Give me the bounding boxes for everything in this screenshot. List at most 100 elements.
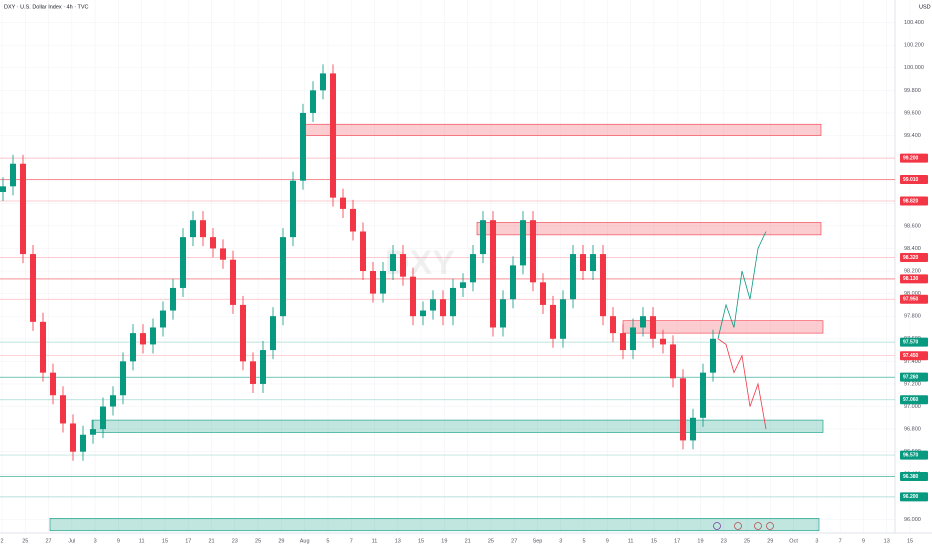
price-badge	[900, 175, 928, 185]
candle-body	[70, 423, 76, 452]
zone	[303, 123, 822, 136]
x-tick-label: 17	[185, 538, 191, 544]
candle-body	[360, 231, 366, 272]
candle-body	[90, 429, 96, 435]
x-tick-label: 29	[278, 538, 284, 544]
candle-body	[710, 338, 716, 373]
zone	[476, 222, 822, 236]
x-tick-label: 23	[232, 538, 238, 544]
price-badge-label: 96.570	[903, 452, 919, 458]
y-tick-label: 99.800	[904, 88, 921, 94]
y-tick-label: 100.000	[904, 65, 924, 71]
candle-body	[120, 361, 126, 396]
candle-body	[80, 434, 86, 452]
x-tick-label: 2	[0, 538, 3, 544]
candle-body	[240, 304, 246, 362]
candle-body	[550, 304, 556, 339]
x-tick-label: 5	[583, 538, 586, 544]
x-tick-label: 23	[721, 538, 727, 544]
x-tick-label: 11	[139, 538, 145, 544]
currency[interactable]: USD	[919, 4, 931, 10]
price-badge	[900, 337, 928, 347]
candle-body	[590, 254, 596, 272]
x-tick-label: 25	[22, 538, 28, 544]
event-icon[interactable]	[754, 522, 762, 530]
candle-body	[40, 321, 46, 373]
candle-body	[320, 73, 326, 91]
symbol-title[interactable]: DXY · U.S. Dollar Index · 4h · TVC	[4, 4, 88, 10]
x-tick-label: 27	[46, 538, 52, 544]
candle-body	[510, 265, 516, 300]
x-tick-label: 9	[862, 538, 865, 544]
candle-body	[130, 333, 136, 362]
x-tick-label: 15	[907, 538, 913, 544]
candle-body	[20, 163, 26, 255]
candle-body	[60, 395, 66, 424]
x-tick-label: 25	[488, 538, 494, 544]
y-tick-label: 97.400	[904, 359, 921, 365]
zones	[49, 123, 824, 532]
price-badge-label: 98.130	[903, 276, 919, 282]
watermark: DXY	[385, 244, 455, 282]
projection-path	[717, 231, 767, 339]
price-badge	[900, 492, 928, 502]
x-tick-label: 11	[372, 538, 378, 544]
x-tick-label: 11	[628, 538, 634, 544]
candle-body	[110, 395, 116, 407]
candle-body	[610, 316, 616, 334]
x-tick-label: 29	[767, 538, 773, 544]
candle-body	[500, 299, 506, 328]
price-badge	[900, 472, 928, 482]
x-tick-label: 7	[839, 538, 842, 544]
x-tick-label: 19	[441, 538, 447, 544]
candle-body	[270, 316, 276, 351]
zone	[91, 419, 824, 433]
candle-body	[640, 316, 646, 328]
event-icon[interactable]	[766, 522, 774, 530]
candle-body	[690, 417, 696, 441]
candles	[0, 64, 767, 461]
candle-body	[410, 276, 416, 317]
price-badge	[900, 372, 928, 382]
event-icons	[713, 522, 774, 530]
candle-body	[580, 254, 586, 272]
candle-body	[620, 333, 626, 351]
x-tick-label: 7	[350, 538, 353, 544]
y-tick-label: 97.000	[904, 404, 921, 410]
price-badge-label: 97.260	[903, 374, 919, 380]
candle-body	[370, 271, 376, 294]
candle-body	[180, 237, 186, 288]
candle-body	[520, 220, 526, 266]
candle-body	[250, 361, 256, 384]
candle-body	[660, 338, 666, 345]
x-tick-label: Jul	[68, 538, 75, 544]
x-tick-label: 25	[255, 538, 261, 544]
candle-body	[200, 220, 206, 238]
price-badge	[900, 450, 928, 460]
projection-path	[717, 338, 767, 430]
event-icon[interactable]	[713, 522, 721, 530]
price-badge	[900, 351, 928, 361]
candle-body	[220, 248, 226, 260]
event-icon[interactable]	[734, 522, 742, 530]
price-badge-label: 96.200	[903, 494, 919, 500]
candle-body	[170, 287, 176, 311]
candle-body	[300, 112, 306, 181]
candle-body	[340, 197, 346, 209]
candle-body	[600, 254, 606, 317]
x-tick-label: Aug	[300, 538, 310, 544]
candle-body	[570, 254, 576, 300]
zone	[49, 518, 820, 532]
candle-body	[230, 259, 236, 305]
candle-body	[470, 254, 476, 283]
y-tick-label: 99.600	[904, 110, 921, 116]
grid	[0, 0, 911, 533]
y-tick-label: 99.400	[904, 133, 921, 139]
price-badge	[900, 395, 928, 405]
candle-body	[290, 180, 296, 238]
x-tick-label: 25	[744, 538, 750, 544]
x-tick-label: 9	[606, 538, 609, 544]
candle-body	[680, 378, 686, 441]
x-tick-label: 13	[395, 538, 401, 544]
